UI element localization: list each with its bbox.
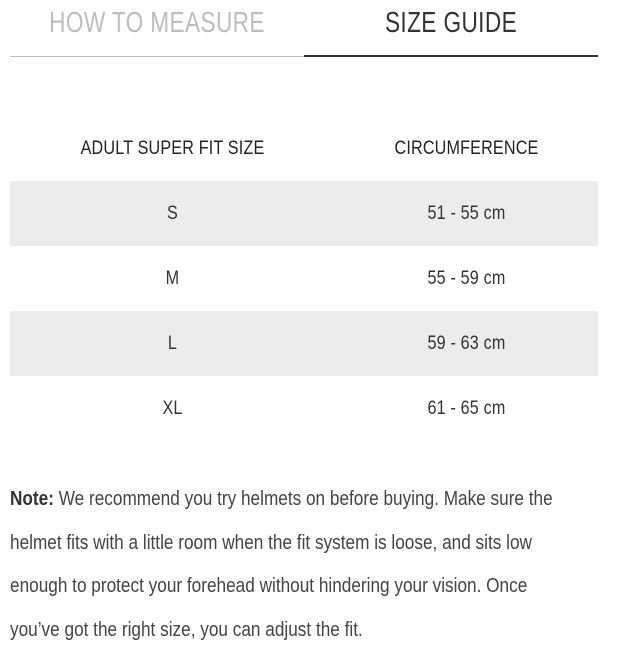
circumference-cell: 59 - 63 cm (427, 332, 506, 354)
circumference-cell: 61 - 65 cm (427, 397, 506, 419)
table-row: S 51 - 55 cm (10, 181, 598, 246)
size-cell: XL (162, 397, 183, 419)
note-text: We recommend you try helmets on before b… (10, 488, 553, 641)
table-row: L 59 - 63 cm (10, 311, 598, 376)
column-header-circumference: CIRCUMFERENCE (394, 137, 539, 159)
tab-label: HOW TO MEASURE (49, 7, 265, 39)
fit-note: Note: We recommend you try helmets on be… (10, 478, 560, 652)
size-cell: S (167, 202, 178, 224)
circumference-cell: 55 - 59 cm (427, 267, 506, 289)
size-cell: L (167, 332, 178, 354)
tab-size-guide[interactable]: SIZE GUIDE (304, 0, 598, 57)
tab-how-to-measure[interactable]: HOW TO MEASURE (10, 0, 304, 57)
size-cell: M (165, 267, 180, 289)
table-row: M 55 - 59 cm (10, 246, 598, 311)
tab-bar: HOW TO MEASURE SIZE GUIDE (10, 0, 598, 57)
column-header-size: ADULT SUPER FIT SIZE (80, 137, 265, 159)
table-header: ADULT SUPER FIT SIZE CIRCUMFERENCE (10, 116, 598, 181)
note-label: Note: (10, 488, 54, 510)
size-table: ADULT SUPER FIT SIZE CIRCUMFERENCE S 51 … (10, 116, 598, 441)
circumference-cell: 51 - 55 cm (427, 202, 506, 224)
table-row: XL 61 - 65 cm (10, 376, 598, 441)
tab-label: SIZE GUIDE (384, 7, 518, 39)
